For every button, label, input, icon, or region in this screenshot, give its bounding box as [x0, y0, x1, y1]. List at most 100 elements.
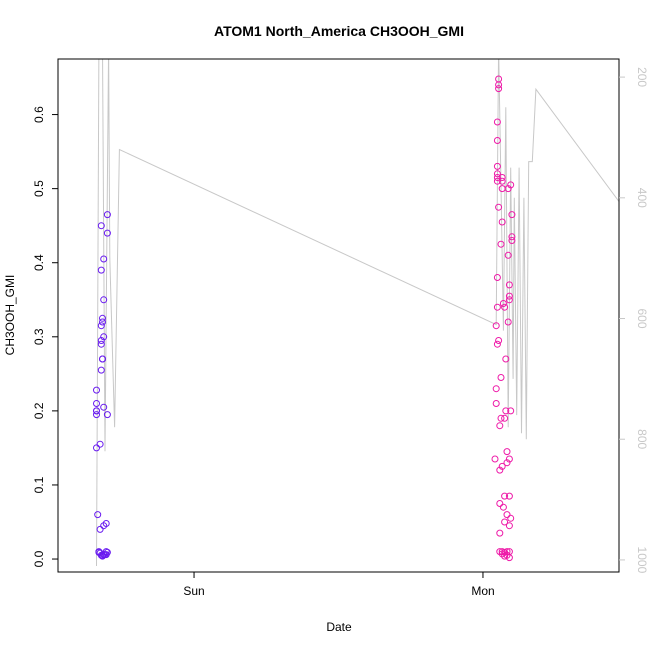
data-point	[501, 303, 509, 311]
data-point	[493, 118, 501, 126]
data-point	[93, 400, 100, 407]
data-point	[505, 492, 513, 500]
data-point	[493, 174, 501, 181]
data-point	[100, 296, 108, 304]
y-tick-label: 0.1	[32, 476, 46, 493]
data-point	[497, 374, 505, 381]
data-point	[97, 322, 105, 330]
data-point	[501, 518, 509, 526]
data-point	[503, 511, 511, 519]
data-point	[501, 492, 509, 500]
data-point	[93, 411, 100, 419]
plot-frame	[57, 58, 620, 573]
data-point	[495, 337, 503, 344]
data-point	[496, 500, 504, 507]
data-point	[508, 211, 516, 219]
data-point	[492, 322, 500, 330]
data-point	[93, 444, 100, 452]
data-point	[96, 440, 104, 448]
data-point	[504, 318, 512, 326]
data-point	[99, 355, 106, 363]
data-point	[103, 411, 111, 419]
y-tick-label: 0.4	[32, 254, 46, 271]
plot-area: 0.00.10.20.30.40.50.6SunMonTue2004006008…	[32, 58, 649, 598]
data-point	[100, 333, 108, 341]
data-point	[507, 514, 515, 522]
data-point	[492, 400, 500, 407]
data-point	[508, 233, 516, 241]
x-tick-label: Sun	[183, 584, 204, 598]
data-point	[505, 281, 513, 289]
y-tick-label: 0.6	[32, 106, 46, 123]
data-point	[503, 548, 511, 556]
y2-tick-label: 1000	[635, 547, 649, 574]
data-point	[97, 266, 105, 274]
data-point	[99, 314, 106, 322]
data-point	[498, 218, 506, 226]
data-point	[495, 85, 503, 93]
y-axis-label: CH3OOH_GMI	[3, 275, 17, 356]
data-point	[93, 386, 100, 394]
data-point	[505, 292, 513, 300]
data-point	[497, 414, 505, 422]
data-point	[99, 318, 106, 326]
x-axis-label: Date	[326, 620, 352, 634]
data-point	[504, 251, 512, 259]
data-point	[103, 211, 111, 219]
data-point	[97, 337, 105, 344]
data-point	[102, 520, 110, 527]
data-point	[103, 548, 111, 556]
data-point	[505, 548, 513, 556]
data-point	[493, 177, 501, 185]
data-point	[502, 407, 510, 415]
data-point	[100, 255, 108, 263]
y2-tick-label: 600	[635, 308, 649, 328]
data-point	[505, 522, 513, 530]
data-point	[102, 548, 110, 556]
data-point	[492, 385, 500, 393]
data-point	[493, 137, 501, 144]
data-point	[497, 240, 505, 248]
data-point	[491, 455, 499, 463]
data-point	[498, 177, 506, 185]
data-point	[496, 529, 504, 537]
data-point	[100, 403, 108, 411]
data-point	[505, 296, 513, 304]
data-point	[96, 525, 104, 533]
data-point	[493, 274, 501, 281]
data-point	[97, 222, 105, 230]
data-point	[498, 462, 506, 470]
data-point	[496, 466, 504, 474]
pressure-line	[96, 59, 619, 567]
y-tick-label: 0.2	[32, 402, 46, 419]
data-point	[503, 448, 511, 456]
data-point	[493, 340, 501, 348]
data-point	[93, 407, 100, 415]
data-point	[495, 203, 503, 211]
data-point	[103, 229, 111, 237]
data-point	[495, 75, 503, 83]
data-point	[503, 551, 511, 559]
y2-tick-label: 200	[635, 67, 649, 87]
data-point	[493, 162, 501, 170]
data-point	[94, 511, 102, 519]
data-point	[503, 459, 511, 467]
x-tick-label: Mon	[471, 584, 494, 598]
data-point	[496, 422, 504, 430]
data-point	[493, 170, 501, 178]
y-tick-label: 0.0	[32, 550, 46, 567]
data-point	[505, 455, 513, 463]
y2-tick-label: 400	[635, 188, 649, 208]
data-point	[499, 300, 507, 307]
data-point	[493, 303, 501, 311]
data-point	[496, 548, 504, 556]
y-tick-label: 0.3	[32, 328, 46, 345]
data-point	[97, 366, 105, 374]
data-point	[507, 407, 515, 415]
chart-title: ATOM1 North_America CH3OOH_GMI	[214, 23, 464, 39]
y2-tick-label: 800	[635, 429, 649, 449]
data-point	[499, 503, 507, 511]
y-tick-label: 0.5	[32, 180, 46, 197]
data-point	[97, 340, 105, 348]
